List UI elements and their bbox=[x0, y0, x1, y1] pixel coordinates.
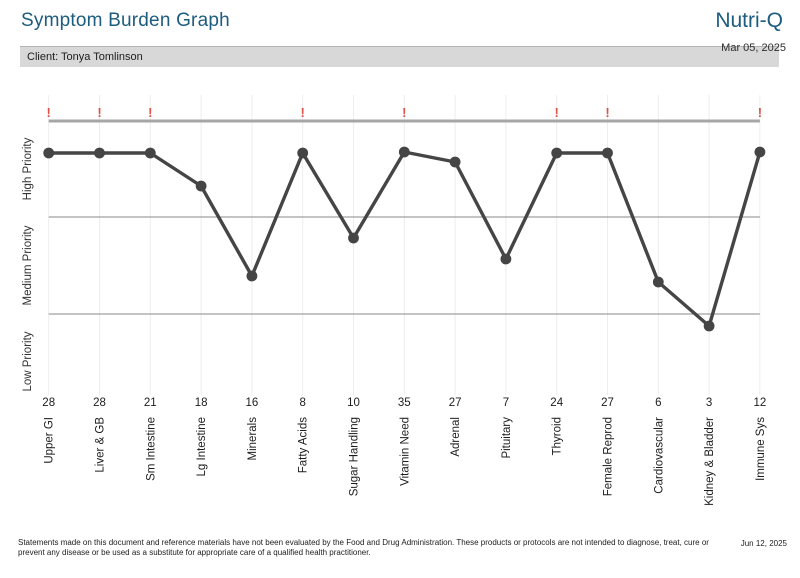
category-label: Upper GI bbox=[44, 417, 56, 464]
category-label: Fatty Acids bbox=[298, 417, 310, 473]
category-value: 16 bbox=[246, 397, 259, 409]
alert-icon: ! bbox=[148, 105, 152, 120]
category-value: 7 bbox=[503, 397, 509, 409]
data-point bbox=[94, 147, 105, 159]
report-date: Mar 05, 2025 bbox=[721, 42, 786, 54]
category-value: 21 bbox=[144, 397, 157, 409]
category-label: Kidney & Bladder bbox=[704, 417, 716, 506]
category-label: Vitamin Need bbox=[399, 417, 411, 486]
category-value: 28 bbox=[93, 397, 106, 409]
category-value: 6 bbox=[655, 397, 661, 409]
category-value: 12 bbox=[754, 397, 767, 409]
category-label: Minerals bbox=[247, 417, 259, 461]
category-label: Adrenal bbox=[450, 417, 462, 457]
y-axis-band-label: High Priority bbox=[22, 137, 34, 200]
data-point bbox=[348, 232, 359, 244]
category-label: Immune Sys bbox=[755, 417, 767, 481]
brand-logo: Nutri-Q bbox=[715, 9, 783, 32]
category-value: 28 bbox=[42, 397, 55, 409]
y-axis-band-label: Low Priority bbox=[22, 331, 34, 391]
data-point bbox=[652, 276, 664, 288]
category-label: Pituitary bbox=[501, 417, 513, 459]
alert-icon: ! bbox=[555, 105, 559, 120]
category-label: Sugar Handling bbox=[349, 417, 361, 496]
data-point bbox=[297, 147, 309, 159]
data-point bbox=[754, 146, 766, 158]
page-title: Symptom Burden Graph bbox=[21, 10, 230, 31]
category-value: 8 bbox=[299, 397, 305, 409]
client-name-label: Client: Tonya Tomlinson bbox=[27, 51, 143, 63]
data-point bbox=[43, 147, 55, 159]
footer-date: Jun 12, 2025 bbox=[740, 539, 787, 548]
alert-icon: ! bbox=[97, 105, 101, 120]
category-label: Female Reprod bbox=[603, 417, 615, 496]
alert-icon: ! bbox=[402, 105, 406, 120]
category-label: Sm Intestine bbox=[145, 417, 157, 481]
y-axis-band-label: Medium Priority bbox=[22, 225, 34, 305]
symptom-burden-chart: !!!!!!! ! High Priority Medium Priority Low … bbox=[22, 95, 767, 506]
category-label: Lg Intestine bbox=[196, 417, 208, 476]
data-point bbox=[602, 147, 613, 159]
data-point bbox=[398, 146, 410, 158]
category-value: 3 bbox=[706, 397, 712, 409]
data-point bbox=[703, 320, 715, 332]
data-point bbox=[195, 180, 207, 192]
data-point bbox=[500, 253, 512, 265]
category-value: 10 bbox=[347, 397, 360, 409]
category-value: 27 bbox=[449, 397, 462, 409]
data-point bbox=[246, 270, 258, 282]
alert-icon: ! bbox=[47, 105, 51, 120]
category-label: Cardiovascular bbox=[653, 417, 665, 494]
alert-icon: ! bbox=[758, 105, 762, 120]
data-point bbox=[551, 147, 563, 159]
category-value: 24 bbox=[550, 397, 563, 409]
alert-icon: ! bbox=[605, 105, 609, 120]
category-label: Thyroid bbox=[552, 417, 564, 455]
category-value: 27 bbox=[601, 397, 614, 409]
data-point bbox=[449, 156, 461, 168]
category-value: 18 bbox=[195, 397, 208, 409]
disclaimer-text: Statements made on this document and ref… bbox=[18, 538, 709, 557]
data-point bbox=[144, 147, 156, 159]
client-bar: Client: Tonya Tomlinson bbox=[20, 46, 779, 67]
alert-icon: ! bbox=[301, 105, 305, 120]
category-label: Liver & GB bbox=[95, 417, 107, 473]
category-value: 35 bbox=[398, 397, 411, 409]
